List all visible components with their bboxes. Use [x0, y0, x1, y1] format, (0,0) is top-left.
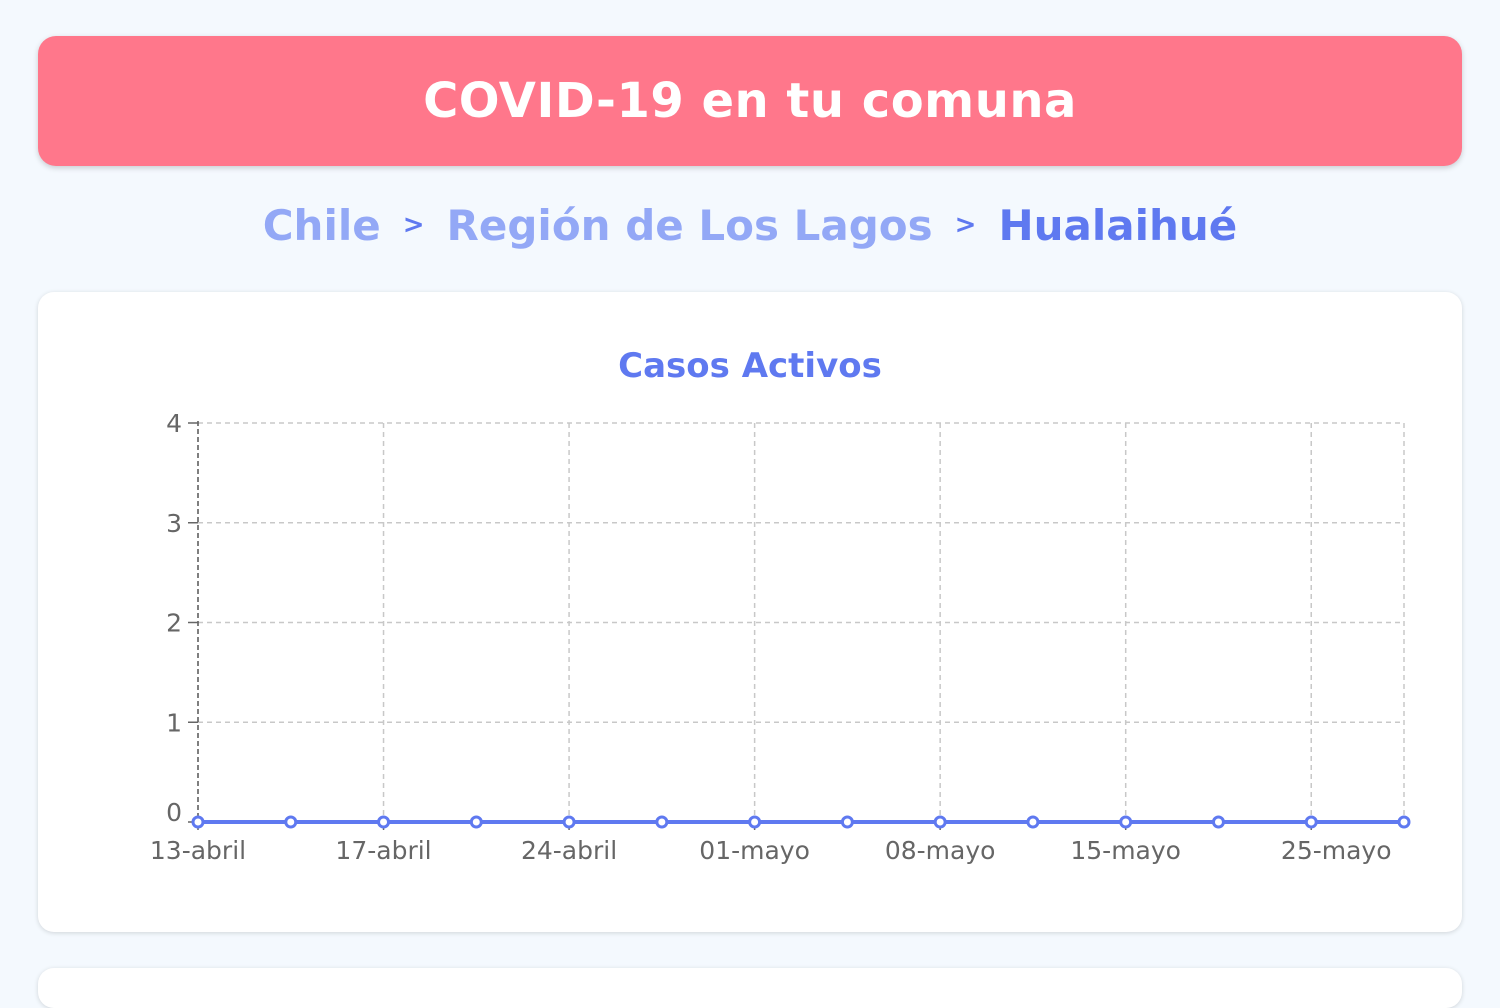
data-point: [379, 817, 389, 827]
data-point: [564, 817, 574, 827]
x-tick-label: 01-mayo: [699, 836, 810, 865]
data-point: [1213, 817, 1223, 827]
y-tick-label: 0: [166, 798, 182, 827]
data-point: [1121, 817, 1131, 827]
breadcrumb-separator: >: [955, 210, 977, 240]
data-point: [471, 817, 481, 827]
data-point: [935, 817, 945, 827]
breadcrumb-separator: >: [403, 210, 425, 240]
y-tick-label: 2: [166, 609, 182, 638]
y-tick-label: 3: [166, 509, 182, 538]
data-point: [193, 817, 203, 827]
y-tick-label: 1: [166, 708, 182, 737]
x-tick-label: 24-abril: [521, 836, 617, 865]
breadcrumb: Chile > Región de Los Lagos > Hualaihué: [0, 192, 1500, 258]
page-header: COVID-19 en tu comuna: [38, 36, 1462, 166]
data-point: [286, 817, 296, 827]
x-tick-label: 08-mayo: [885, 836, 996, 865]
y-tick-label: 4: [166, 409, 182, 438]
active-cases-chart-card: Casos Activos 0 1 2 3 4 13-abril 17-abril 24-ab…: [38, 292, 1462, 932]
x-tick-label: 17-abril: [335, 836, 431, 865]
next-card: [38, 968, 1462, 1008]
x-tick-label: 13-abril: [150, 836, 246, 865]
x-tick-label: 25-mayo: [1281, 836, 1392, 865]
breadcrumb-current-comuna: Hualaihué: [998, 201, 1237, 250]
active-cases-line-chart: 0 1 2 3 4 13-abril 17-abril 24-abril 01-mayo 08-m…: [38, 292, 1462, 932]
data-point: [1399, 817, 1409, 827]
data-point: [657, 817, 667, 827]
page-title: COVID-19 en tu comuna: [423, 73, 1077, 129]
breadcrumb-country-link[interactable]: Chile: [263, 201, 381, 250]
data-point: [750, 817, 760, 827]
data-point: [1306, 817, 1316, 827]
x-tick-label: 15-mayo: [1070, 836, 1181, 865]
data-point: [842, 817, 852, 827]
data-point: [1028, 817, 1038, 827]
breadcrumb-region-link[interactable]: Región de Los Lagos: [447, 201, 933, 250]
